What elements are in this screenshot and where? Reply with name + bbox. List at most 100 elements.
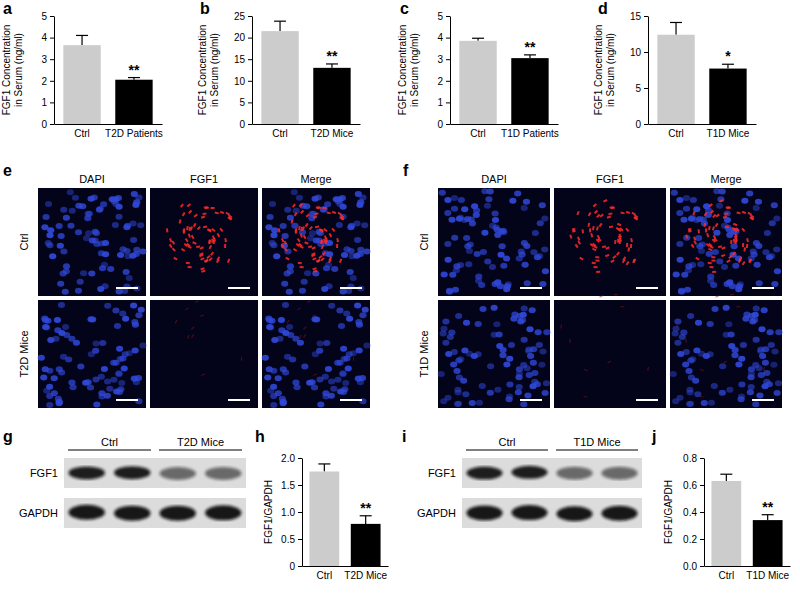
error-bar-stem [727, 64, 728, 68]
fgf1-signal [596, 271, 600, 273]
nucleus [323, 340, 330, 346]
nucleus [346, 316, 353, 322]
nucleus [475, 321, 482, 327]
x-axis-line [253, 124, 361, 125]
nucleus [683, 235, 690, 241]
nucleus [542, 390, 549, 396]
nucleus [729, 252, 736, 258]
nucleus [112, 222, 119, 228]
nucleus [518, 248, 525, 254]
y-tick-mark [644, 52, 648, 53]
fgf1-signal [300, 335, 301, 339]
fgf1-signal [578, 241, 580, 244]
nucleus [683, 206, 690, 212]
fgf1-signal [308, 246, 312, 248]
y-tick-mark [446, 59, 450, 60]
micrograph-background [438, 188, 550, 296]
nucleus [269, 201, 276, 207]
x-tick: Ctrl [74, 124, 90, 139]
fgf1-signal [323, 252, 325, 255]
nucleus [60, 248, 67, 254]
band-label: GAPDH [417, 507, 456, 519]
nucleus [341, 252, 348, 258]
fgf1-signal [189, 210, 192, 213]
fgf1-signal [705, 228, 707, 232]
y-tick-label: 10 [234, 76, 246, 87]
nucleus [753, 306, 760, 312]
fgf1-signal [295, 228, 297, 232]
nucleus [291, 223, 298, 229]
nucleus [138, 307, 145, 313]
panel-letter: j [651, 428, 656, 445]
fgf1-signal [299, 244, 302, 246]
nucleus [269, 240, 276, 246]
y-axis-title: in Serum (ng/ml) [605, 33, 616, 107]
fgf1-signal [686, 235, 687, 239]
fgf1-signal [320, 240, 323, 244]
fgf1-signal [212, 229, 215, 231]
nucleus [531, 379, 538, 385]
fgf1-signal [597, 215, 600, 218]
x-tick: Ctrl [317, 566, 333, 581]
fgf1-signal [303, 327, 306, 330]
fgf1-signal [688, 228, 691, 232]
nucleus [458, 197, 465, 203]
nucleus [102, 251, 109, 257]
nucleus [284, 248, 291, 254]
y-tick-mark [248, 16, 252, 17]
nucleus [317, 230, 324, 236]
error-bar [524, 55, 536, 58]
fgf1-signal [241, 357, 242, 361]
nucleus [63, 215, 70, 221]
y-tick: 3 [41, 54, 54, 65]
nucleus [359, 312, 366, 318]
fgf1-signal [719, 200, 723, 202]
nucleus [262, 355, 269, 361]
blot-band [69, 505, 105, 520]
nucleus [542, 268, 549, 274]
nucleus [126, 275, 133, 281]
nucleus [516, 256, 523, 262]
nucleus [481, 188, 488, 194]
y-tick-label: 4 [41, 32, 47, 43]
nucleus [75, 229, 82, 235]
nucleus [460, 378, 467, 384]
fgf1-signal [611, 260, 614, 262]
fgf1-signal [708, 249, 712, 251]
nucleus [339, 289, 346, 295]
nucleus [275, 390, 282, 396]
fgf1-signal [743, 262, 745, 265]
fgf1-signal [325, 238, 328, 242]
nucleus [724, 210, 731, 216]
nucleus [752, 401, 759, 407]
nucleus [82, 380, 89, 386]
fgf1-signal [301, 210, 304, 213]
panel-letter: b [200, 0, 210, 17]
fgf1-signal [742, 228, 745, 231]
fgf1-signal [220, 212, 224, 213]
nucleus [489, 223, 496, 229]
nucleus [496, 331, 503, 337]
nucleus [508, 342, 515, 348]
fgf1-signal [304, 334, 306, 337]
nucleus [93, 401, 100, 407]
micrograph [670, 294, 783, 408]
column-header: Merge [300, 173, 331, 185]
panel-letter: i [402, 428, 406, 445]
fgf1-signal [722, 247, 726, 249]
fgf1-signal [691, 244, 693, 247]
y-tick: 0 [239, 119, 252, 130]
fgf1-signal [603, 200, 607, 202]
y-tick-label: 2 [41, 76, 47, 87]
blot-background [462, 498, 642, 528]
y-tick-label: 5 [437, 11, 443, 22]
nucleus [72, 195, 79, 201]
row-header: Ctrl [18, 233, 30, 250]
x-tick: Ctrl [719, 566, 735, 581]
y-tick-mark [50, 102, 54, 103]
fgf1-signal [189, 234, 190, 238]
column-header: DAPI [79, 173, 105, 185]
fgf1-signal [647, 367, 649, 371]
nucleus [672, 398, 679, 404]
fgf1-signal [712, 271, 716, 273]
